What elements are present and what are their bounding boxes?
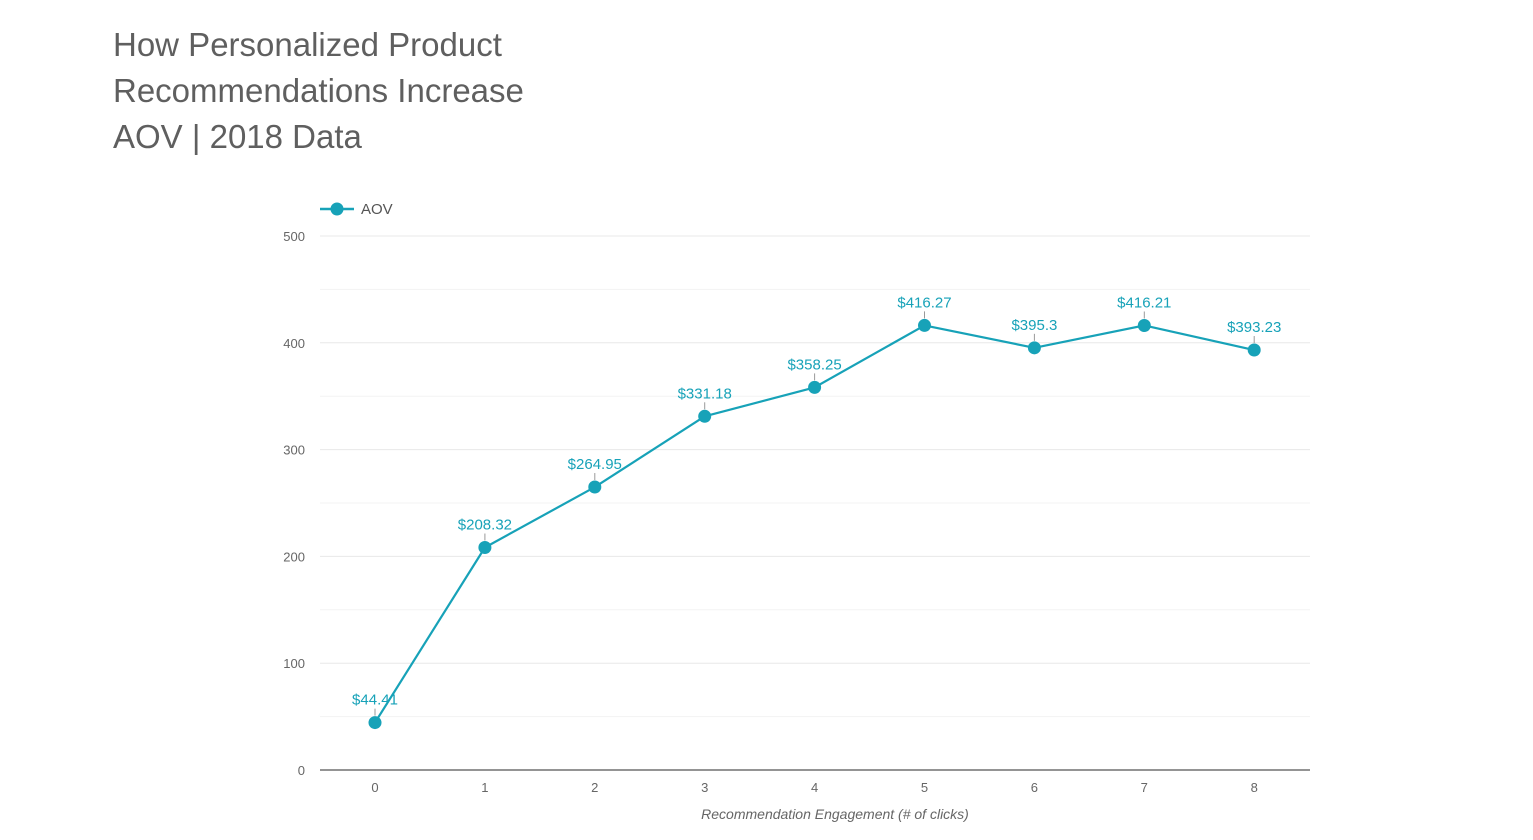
data-point [698,409,712,423]
data-label: $358.25 [787,356,841,373]
series-aov [368,318,1261,730]
chart-title: How Personalized Product Recommendations… [113,22,633,160]
data-label: $393.23 [1227,319,1281,336]
y-tick-label: 400 [283,336,305,351]
y-tick-label: 0 [298,763,305,778]
data-point [368,716,382,730]
data-point [808,380,822,394]
x-tick-label: 0 [371,780,378,795]
gridlines [320,235,1310,718]
data-label: $331.18 [678,385,732,402]
data-label: $416.21 [1117,294,1171,311]
y-tick-label: 200 [283,549,305,564]
legend: AOV [320,201,393,218]
x-tick-label: 1 [481,780,488,795]
x-tick-label: 6 [1031,780,1038,795]
x-tick-label: 4 [811,780,818,795]
chart-title-line-3: AOV | 2018 Data [113,118,362,155]
data-point [1027,341,1041,355]
x-tick-label: 5 [921,780,928,795]
x-tick-label: 2 [591,780,598,795]
x-tick-label: 8 [1251,780,1258,795]
data-label: $416.27 [897,294,951,311]
y-tick-label: 300 [283,443,305,458]
x-tick-label: 3 [701,780,708,795]
x-axis-title: Recommendation Engagement (# of clicks) [701,806,969,822]
y-tick-label: 100 [283,656,305,671]
data-labels: $44.41 $208.32 $264.95 $331.18 $358.25 $416.2… [352,294,1281,716]
data-point [1137,318,1151,332]
x-tick-label: 7 [1141,780,1148,795]
legend-label: AOV [361,201,393,218]
data-point [588,480,602,494]
data-label: $44.41 [352,692,398,709]
data-label: $208.32 [458,517,512,534]
y-tick-label: 500 [283,229,305,244]
chart-title-line-2: Recommendations Increase [113,72,524,109]
data-point [918,318,931,332]
data-label: $264.95 [568,456,622,473]
data-label: $395.3 [1011,317,1057,334]
data-point [1247,343,1261,357]
data-point [478,541,492,555]
chart-title-line-1: How Personalized Product [113,26,502,63]
axes: 0 100 200 300 400 500 0 1 2 3 4 5 6 7 8 Recommendation … [283,229,1310,822]
legend-marker [330,202,344,216]
